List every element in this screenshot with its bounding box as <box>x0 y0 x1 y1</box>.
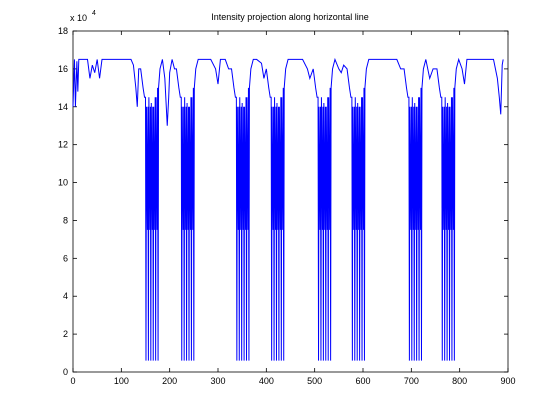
y-tick-label: 14 <box>58 102 68 112</box>
x-tick-label: 600 <box>355 376 370 386</box>
x-tick-label: 200 <box>162 376 177 386</box>
y-tick-label: 18 <box>58 26 68 36</box>
y-tick-label: 8 <box>63 215 68 225</box>
y-tick-label: 2 <box>63 329 68 339</box>
x-tick-label: 400 <box>259 376 274 386</box>
chart-title: Intensity projection along horizontal li… <box>211 12 369 22</box>
x-tick-label: 700 <box>404 376 419 386</box>
x-tick-label: 500 <box>307 376 322 386</box>
x-tick-label: 900 <box>500 376 515 386</box>
x-tick-label: 0 <box>70 376 75 386</box>
y-tick-label: 4 <box>63 291 68 301</box>
x-tick-label: 300 <box>210 376 225 386</box>
y-tick-label: 10 <box>58 178 68 188</box>
x-tick-label: 100 <box>114 376 129 386</box>
y-tick-label: 6 <box>63 253 68 263</box>
y-tick-label: 0 <box>63 367 68 377</box>
x-tick-label: 800 <box>452 376 467 386</box>
y-tick-label: 16 <box>58 64 68 74</box>
data-line <box>72 57 504 361</box>
y-multiplier: x 10 <box>70 13 87 23</box>
y-tick-label: 12 <box>58 140 68 150</box>
y-multiplier-exponent: 4 <box>92 10 96 17</box>
